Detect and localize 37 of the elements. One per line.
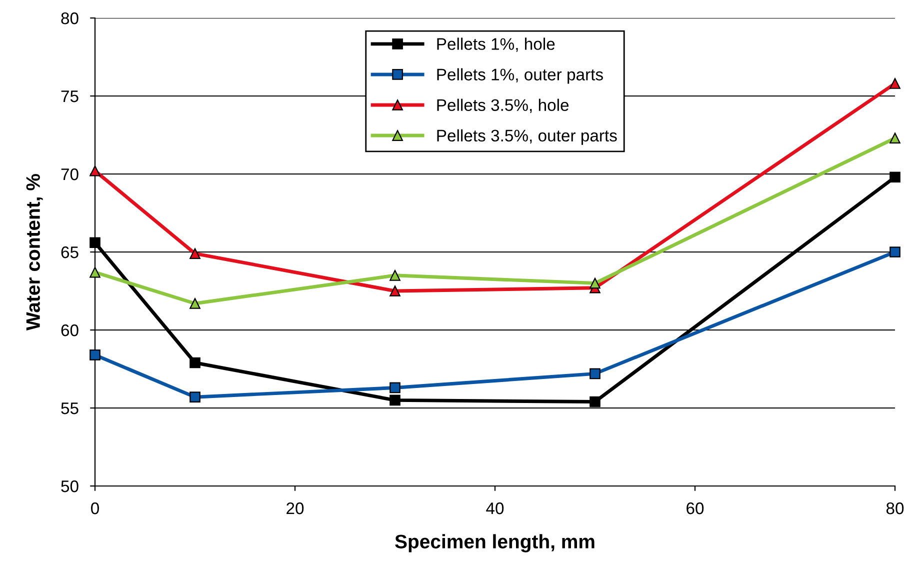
point	[890, 78, 900, 89]
y-tick-label: 55	[61, 402, 78, 414]
x-tick-label: 60	[686, 502, 704, 514]
point	[890, 172, 900, 183]
y-tick-label: 75	[61, 90, 78, 102]
point	[90, 237, 100, 248]
legend-label: Pellets 3.5%, outer parts	[437, 129, 617, 145]
point	[190, 248, 200, 259]
point	[190, 357, 200, 368]
legend-label: Pellets 1%, outer parts	[437, 68, 603, 84]
point	[590, 278, 600, 289]
x-tick-label: 0	[91, 502, 99, 514]
point	[390, 286, 400, 296]
legend-label: Pellets 3.5%, hole	[437, 98, 569, 113]
point	[890, 132, 900, 144]
x-tick-label: 20	[286, 502, 304, 514]
point	[90, 266, 100, 278]
point	[390, 382, 400, 394]
y-axis-title: Water content, %	[26, 174, 43, 330]
point	[390, 394, 400, 406]
x-tick-label: 40	[486, 502, 504, 514]
point	[390, 270, 400, 281]
point	[590, 368, 600, 380]
legend-label: Pellets 1%, hole	[437, 38, 555, 52]
y-tick-label: 80	[61, 12, 78, 24]
point	[190, 298, 200, 309]
point	[90, 165, 100, 176]
point	[590, 396, 600, 408]
y-tick-label: 65	[61, 246, 78, 258]
point	[90, 350, 100, 360]
y-tick-label: 50	[61, 480, 78, 492]
point	[190, 392, 200, 402]
point	[890, 246, 900, 258]
x-axis-title: Specimen length, mm	[395, 534, 594, 552]
y-tick-label: 70	[61, 168, 78, 180]
x-tick-label: 80	[886, 502, 904, 514]
y-tick-label: 60	[61, 324, 78, 336]
